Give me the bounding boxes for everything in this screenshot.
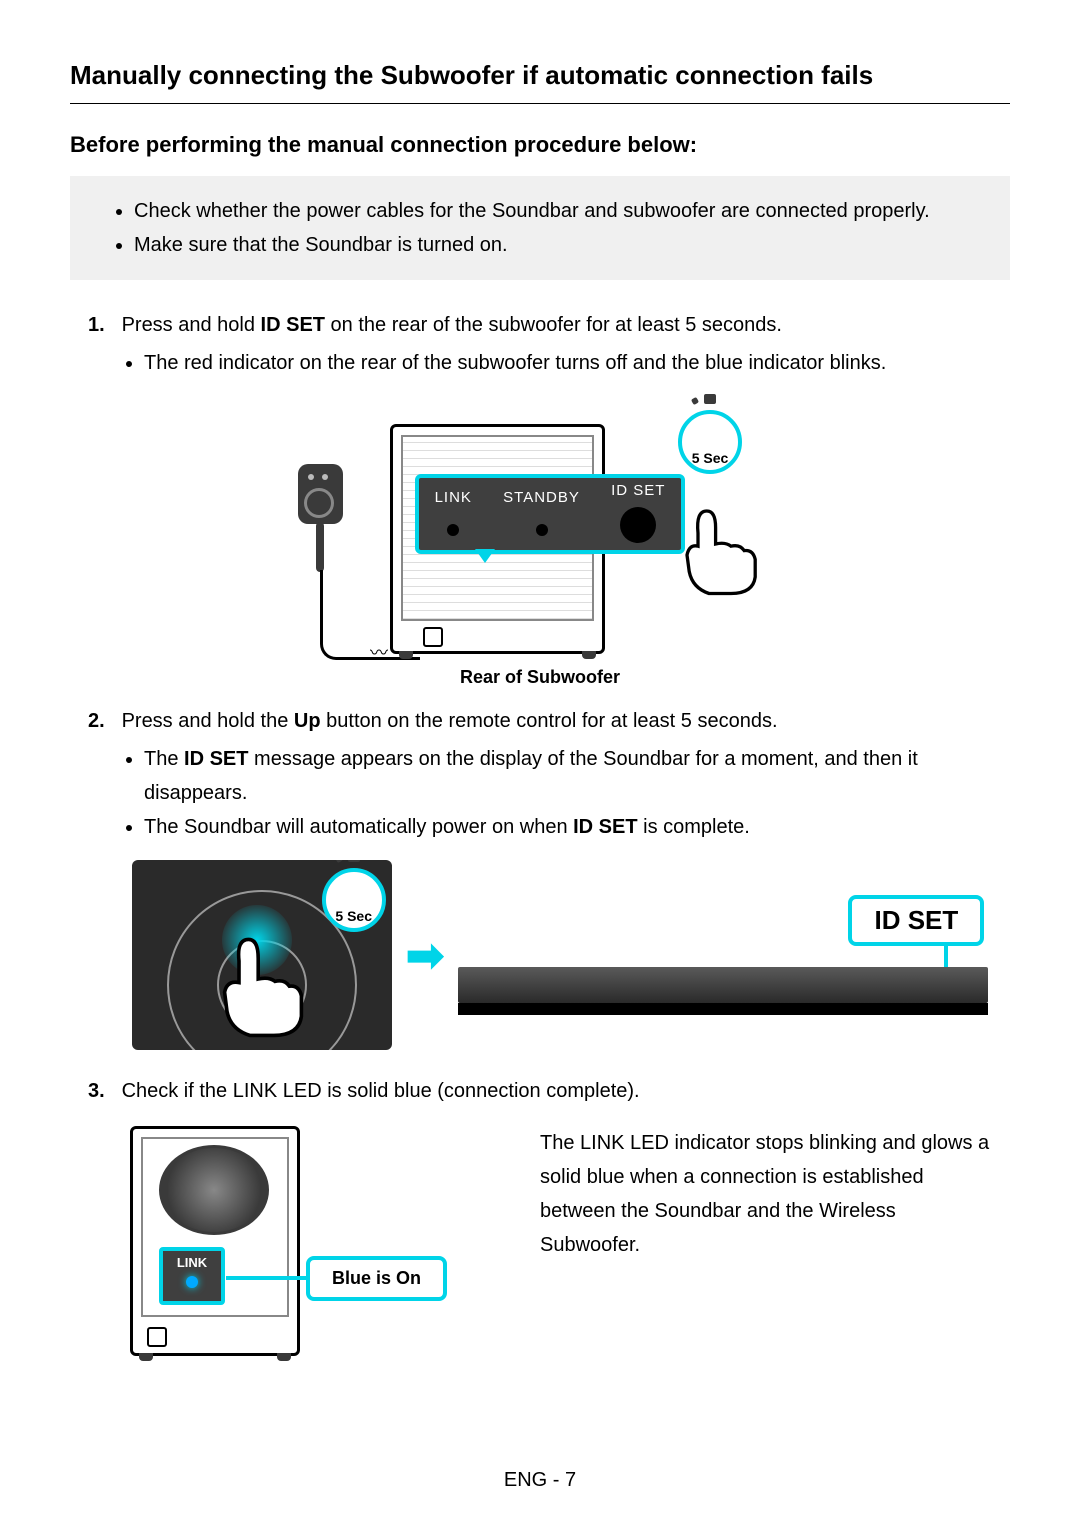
panel-standby-label: STANDBY xyxy=(503,489,580,506)
link-led-dot xyxy=(186,1276,198,1288)
checklist-item: Make sure that the Soundbar is turned on… xyxy=(134,228,990,262)
step-number: 3. xyxy=(88,1074,116,1108)
panel-idset-label: ID SET xyxy=(611,482,665,499)
step-number: 2. xyxy=(88,704,116,738)
step-sub: The Soundbar will automatically power on… xyxy=(144,810,1010,844)
blue-on-callout: Blue is On xyxy=(306,1256,447,1301)
step-text: button on the remote control for at leas… xyxy=(321,710,778,732)
subwoofer-front-icon: LINK xyxy=(130,1126,300,1356)
panel-link-label: LINK xyxy=(435,489,472,506)
finger-press-icon xyxy=(660,489,780,599)
checklist-item: Check whether the power cables for the S… xyxy=(134,194,990,228)
step-text: Press and hold the xyxy=(122,710,294,732)
step-bold: Up xyxy=(294,710,321,732)
diagram-link-led: LINK Blue is On The LINK LED indicator s… xyxy=(130,1126,1010,1366)
stopwatch-label: 5 Sec xyxy=(322,868,386,932)
steps-list: 1. Press and hold ID SET on the rear of … xyxy=(70,308,1010,380)
step-bold: ID SET xyxy=(261,314,325,336)
step-1: 1. Press and hold ID SET on the rear of … xyxy=(88,308,1010,380)
stopwatch-icon: 5 Sec xyxy=(314,860,392,932)
step-sub: The ID SET message appears on the displa… xyxy=(144,742,1010,810)
step-sub: The red indicator on the rear of the sub… xyxy=(144,346,1010,380)
t: ID SET xyxy=(573,816,637,838)
info-box: Check whether the power cables for the S… xyxy=(70,176,1010,280)
arrow-right-icon: ➡ xyxy=(406,928,445,982)
link-led-box: LINK xyxy=(159,1247,225,1305)
steps-list: 3. Check if the LINK LED is solid blue (… xyxy=(70,1074,1010,1108)
callout-panel: LINK STANDBY ID SET xyxy=(415,474,685,554)
stopwatch-label: 5 Sec xyxy=(678,410,742,474)
main-heading: Manually connecting the Subwoofer if aut… xyxy=(70,60,1010,104)
t: The xyxy=(144,748,184,770)
t: The Soundbar will automatically power on… xyxy=(144,816,573,838)
t: message appears on the display of the So… xyxy=(144,748,918,804)
step-text: Check if the LINK LED is solid blue (con… xyxy=(122,1080,640,1102)
t: ID SET xyxy=(184,748,248,770)
step-2: 2. Press and hold the Up button on the r… xyxy=(88,704,1010,844)
power-plug-icon xyxy=(290,464,350,584)
step-text: Press and hold xyxy=(122,314,261,336)
step-text: on the rear of the subwoofer for at leas… xyxy=(325,314,782,336)
diagram-caption: Rear of Subwoofer xyxy=(70,667,1010,688)
remote-icon: 5 Sec xyxy=(132,860,392,1050)
stopwatch-icon: 5 Sec xyxy=(670,394,750,474)
steps-list: 2. Press and hold the Up button on the r… xyxy=(70,704,1010,844)
sub-heading: Before performing the manual connection … xyxy=(70,132,1010,158)
page-footer: ENG - 7 xyxy=(0,1469,1080,1492)
step-3: 3. Check if the LINK LED is solid blue (… xyxy=(88,1074,1010,1108)
diagram-remote-soundbar: 5 Sec ➡ ID SET xyxy=(110,860,1010,1050)
step-number: 1. xyxy=(88,308,116,342)
idset-callout: ID SET xyxy=(848,895,984,946)
finger-press-icon xyxy=(192,925,322,1045)
link-label: LINK xyxy=(177,1255,207,1270)
soundbar-icon: ID SET xyxy=(458,895,988,1015)
diagram-rear-subwoofer: 〰 LINK STANDBY ID SET 5 Sec xyxy=(70,394,1010,659)
t: is complete. xyxy=(638,816,750,838)
diagram-description: The LINK LED indicator stops blinking an… xyxy=(540,1126,1010,1262)
